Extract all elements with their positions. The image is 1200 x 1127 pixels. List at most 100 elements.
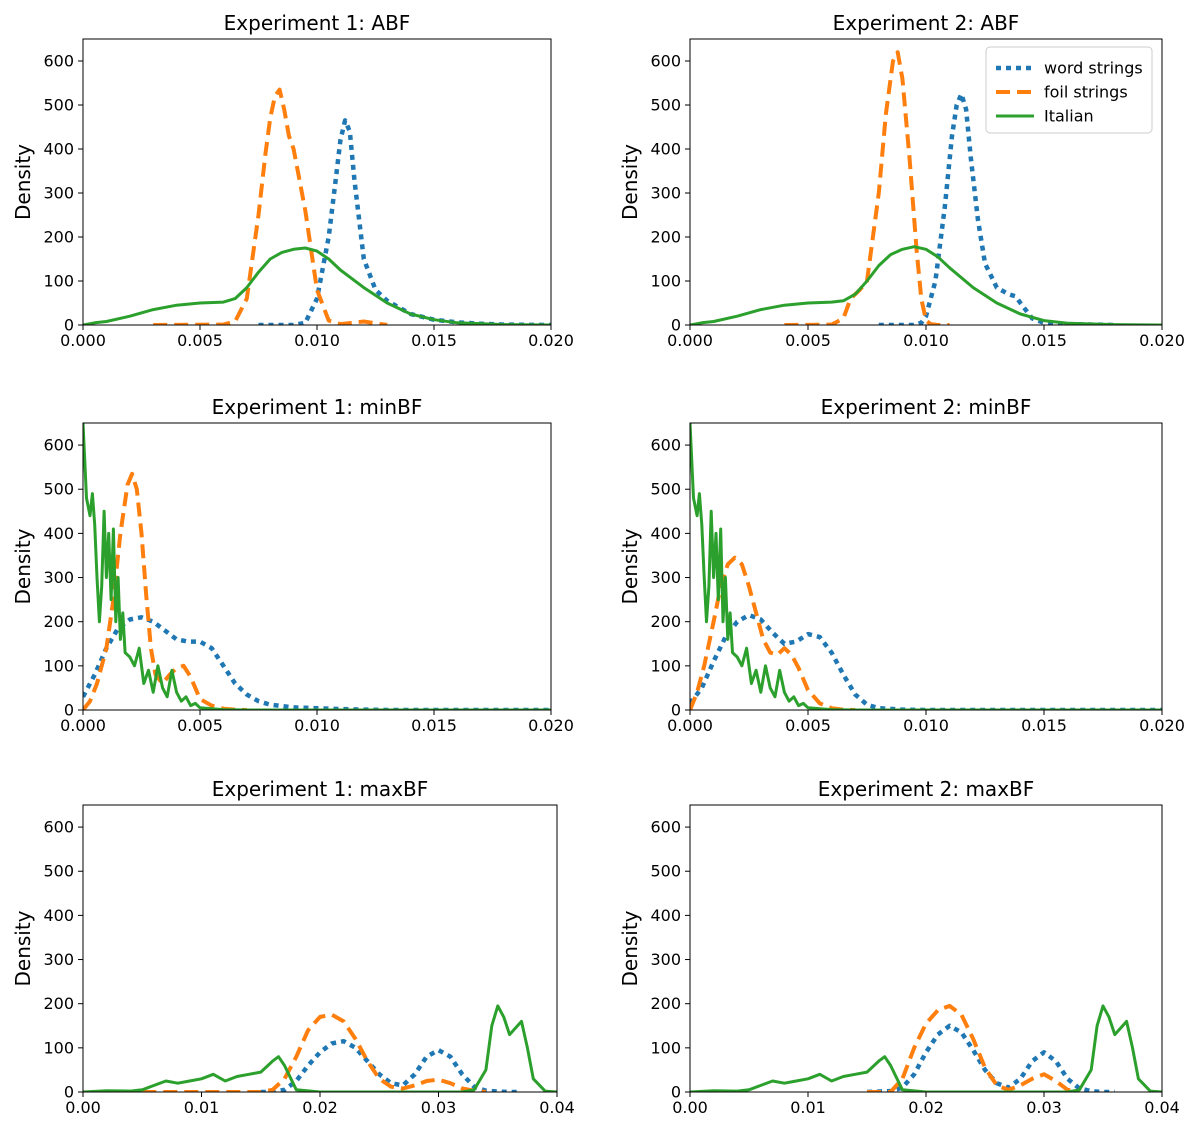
x-tick-label: 0.010 xyxy=(294,716,340,735)
series-line-italian xyxy=(83,1004,557,1092)
y-tick-label: 0 xyxy=(671,316,681,335)
y-tick-label: 500 xyxy=(43,480,74,499)
y-tick-label: 200 xyxy=(43,228,74,247)
y-axis-label: Density xyxy=(11,144,35,220)
legend-label: Italian xyxy=(1044,107,1094,126)
y-tick-label: 100 xyxy=(43,656,74,675)
series-line-italian xyxy=(83,423,551,710)
chart-panel-5: Experiment 1: maxBF Density 0 100 200 300 400 5… xyxy=(11,777,575,1117)
x-tick-label: 0.005 xyxy=(177,331,223,350)
series-line-word xyxy=(260,1038,522,1092)
y-tick-label: 0 xyxy=(671,1083,681,1102)
x-tick-label: 0.000 xyxy=(60,331,106,350)
x-tick-label: 0.015 xyxy=(1021,331,1067,350)
y-tick-label: 400 xyxy=(650,906,681,925)
x-tick-label: 0.03 xyxy=(1026,1098,1062,1117)
chart-panel-6: Experiment 2: maxBF Density 0 100 200 300 400 5… xyxy=(618,777,1180,1117)
chart-panel-3: Experiment 1: minBF Density 0 100 200 300 400 5… xyxy=(11,395,574,735)
y-tick-label: 600 xyxy=(650,52,681,71)
y-tick-label: 0 xyxy=(671,701,681,720)
x-tick-label: 0.015 xyxy=(411,716,457,735)
y-tick-label: 0 xyxy=(64,316,74,335)
y-tick-label: 100 xyxy=(650,656,681,675)
x-tick-label: 0.020 xyxy=(1139,331,1185,350)
plot-frame xyxy=(689,804,1163,1093)
y-tick-label: 100 xyxy=(650,1038,681,1057)
y-tick-label: 600 xyxy=(650,818,681,837)
series-line-foil xyxy=(867,1003,1080,1092)
series-group xyxy=(690,423,1162,710)
legend-label: foil strings xyxy=(1044,83,1128,102)
y-tick-label: 400 xyxy=(650,524,681,543)
x-tick-label: 0.01 xyxy=(790,1098,826,1117)
x-tick-label: 0.005 xyxy=(785,716,831,735)
y-tick-label: 300 xyxy=(650,950,681,969)
series-line-italian xyxy=(83,246,551,325)
chart-title: Experiment 2: ABF xyxy=(833,11,1020,35)
y-tick-label: 600 xyxy=(650,436,681,455)
legend: word strings foil strings Italian xyxy=(985,46,1153,134)
series-line-foil xyxy=(690,555,856,710)
chart-title: Experiment 2: minBF xyxy=(821,395,1032,419)
chart-title: Experiment 1: maxBF xyxy=(212,777,429,801)
x-tick-label: 0.000 xyxy=(60,716,106,735)
x-tick-label: 0.010 xyxy=(903,331,949,350)
series-line-word xyxy=(258,118,551,325)
chart-title: Experiment 2: maxBF xyxy=(818,777,1035,801)
chart-title: Experiment 1: minBF xyxy=(212,395,423,419)
y-tick-label: 100 xyxy=(650,272,681,291)
x-tick-label: 0.04 xyxy=(1144,1098,1180,1117)
y-tick-label: 400 xyxy=(43,524,74,543)
plot-frame xyxy=(689,38,1163,326)
y-tick-label: 300 xyxy=(43,568,74,587)
series-line-italian xyxy=(690,1004,1162,1092)
x-tick-label: 0.005 xyxy=(785,331,831,350)
y-tick-label: 200 xyxy=(650,228,681,247)
series-group xyxy=(83,1004,557,1092)
x-tick-label: 0.02 xyxy=(908,1098,944,1117)
plot-frame xyxy=(689,422,1163,711)
x-tick-label: 0.000 xyxy=(667,331,713,350)
series-line-word xyxy=(83,615,551,710)
x-tick-label: 0.005 xyxy=(177,716,223,735)
series-group xyxy=(83,423,551,710)
y-tick-label: 100 xyxy=(43,272,74,291)
y-tick-label: 500 xyxy=(650,862,681,881)
x-tick-label: 0.04 xyxy=(539,1098,575,1117)
chart-panel-1: Experiment 1: ABF Density 0 100 200 300 400 500… xyxy=(11,11,574,350)
y-axis-label: Density xyxy=(618,144,642,220)
x-tick-label: 0.000 xyxy=(667,716,713,735)
y-axis-label: Density xyxy=(618,910,642,986)
x-tick-label: 0.02 xyxy=(302,1098,338,1117)
series-line-foil xyxy=(83,471,247,710)
x-tick-label: 0.015 xyxy=(1021,716,1067,735)
y-tick-label: 100 xyxy=(43,1038,74,1057)
series-group xyxy=(690,50,1162,325)
x-tick-label: 0.00 xyxy=(672,1098,708,1117)
y-tick-label: 400 xyxy=(43,906,74,925)
y-tick-label: 300 xyxy=(43,950,74,969)
plot-frame xyxy=(82,422,552,711)
series-group xyxy=(83,87,551,325)
y-tick-label: 600 xyxy=(43,436,74,455)
x-tick-label: 0.020 xyxy=(528,716,574,735)
y-tick-label: 600 xyxy=(43,52,74,71)
x-tick-label: 0.03 xyxy=(421,1098,457,1117)
plot-frame xyxy=(82,804,558,1093)
x-tick-label: 0.00 xyxy=(65,1098,101,1117)
y-axis-label: Density xyxy=(11,528,35,604)
plot-frame xyxy=(82,38,552,326)
y-tick-label: 400 xyxy=(650,140,681,159)
x-tick-label: 0.01 xyxy=(184,1098,220,1117)
chart-title: Experiment 1: ABF xyxy=(224,11,411,35)
series-line-word xyxy=(866,1023,1115,1092)
y-tick-label: 300 xyxy=(650,184,681,203)
series-line-foil xyxy=(784,50,950,325)
x-tick-label: 0.015 xyxy=(411,331,457,350)
y-tick-label: 200 xyxy=(43,612,74,631)
y-tick-label: 500 xyxy=(43,96,74,115)
legend-label: word strings xyxy=(1044,59,1143,78)
series-line-foil xyxy=(153,87,388,325)
chart-panel-4: Experiment 2: minBF Density 0 100 200 300 400 5… xyxy=(618,395,1185,735)
y-tick-label: 600 xyxy=(43,818,74,837)
